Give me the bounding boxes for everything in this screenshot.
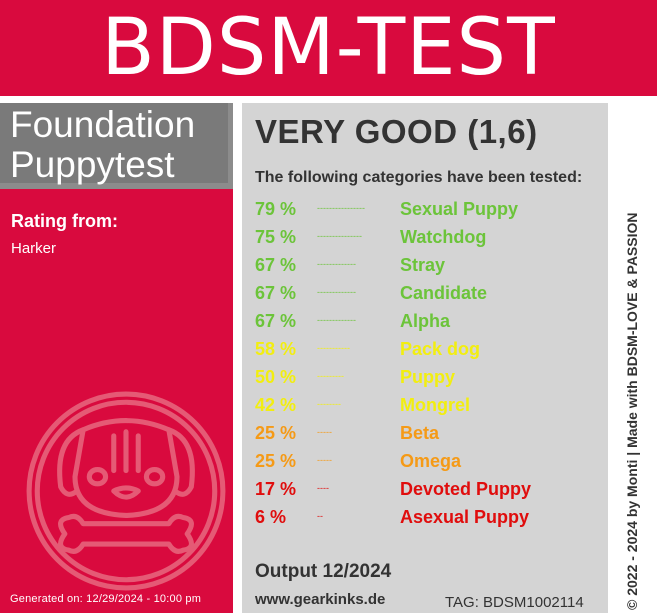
category-row: 67 % ------------- Alpha <box>255 311 605 339</box>
category-name: Sexual Puppy <box>400 199 519 219</box>
category-dots: ---- <box>317 483 329 493</box>
test-title-box: Foundation Puppytest <box>0 103 233 189</box>
category-row: 67 % ------------- Candidate <box>255 283 605 311</box>
category-dots: -- <box>317 511 323 521</box>
generated-date: Generated on: 12/29/2024 - 10:00 pm <box>10 593 202 605</box>
category-percent: 42 % <box>255 395 297 415</box>
category-percent: 17 % <box>255 479 297 499</box>
category-name: Candidate <box>400 283 488 303</box>
puppy-face-with-bone-icon <box>26 391 226 591</box>
category-dots: ------------- <box>317 287 356 297</box>
category-row: 25 % ----- Beta <box>255 423 605 451</box>
category-row: 75 % --------------- Watchdog <box>255 227 605 255</box>
category-name: Puppy <box>400 367 456 387</box>
category-name: Devoted Puppy <box>400 479 532 499</box>
site-title: BDSM-TEST <box>101 3 556 93</box>
header-banner: BDSM-TEST <box>0 0 657 96</box>
category-row: 42 % -------- Mongrel <box>255 395 605 423</box>
results-intro: The following categories have been teste… <box>255 169 583 186</box>
category-row: 79 % ---------------- Sexual Puppy <box>255 199 605 227</box>
category-row: 58 % ----------- Pack dog <box>255 339 605 367</box>
test-title: Foundation Puppytest <box>10 105 195 185</box>
category-name: Stray <box>400 255 446 275</box>
category-dots: ---------------- <box>317 203 365 213</box>
category-dots: ------------- <box>317 259 356 269</box>
output-date: Output 12/2024 <box>255 561 392 582</box>
category-dots: --------------- <box>317 231 362 241</box>
category-row: 25 % ----- Omega <box>255 451 605 479</box>
category-name: Alpha <box>400 311 451 331</box>
results-panel: VERY GOOD (1,6) The following categories… <box>242 103 608 613</box>
category-dots: ------------- <box>317 315 356 325</box>
category-percent: 25 % <box>255 423 297 443</box>
category-name: Omega <box>400 451 462 471</box>
category-percent: 25 % <box>255 451 297 471</box>
category-name: Pack dog <box>400 339 481 359</box>
category-dots: ----- <box>317 455 332 465</box>
category-row: 17 % ---- Devoted Puppy <box>255 479 605 507</box>
category-percent: 79 % <box>255 199 297 219</box>
result-tag: TAG: BDSM1002114 <box>445 594 584 611</box>
category-name: Asexual Puppy <box>400 507 530 527</box>
category-dots: --------- <box>317 371 344 381</box>
category-percent: 67 % <box>255 255 297 275</box>
category-name: Mongrel <box>400 395 470 415</box>
test-title-line1: Foundation <box>10 104 196 145</box>
category-row: 50 % --------- Puppy <box>255 367 605 395</box>
category-percent: 58 % <box>255 339 297 359</box>
copyright-credit: © 2022 - 2024 by Monti | Made with BDSM-… <box>624 212 640 611</box>
test-title-line2: Puppytest <box>10 144 175 185</box>
category-percent: 50 % <box>255 367 297 387</box>
category-dots: ----- <box>317 427 332 437</box>
left-panel: Foundation Puppytest Rating from: Harker… <box>0 103 233 613</box>
result-grade: VERY GOOD (1,6) <box>255 113 538 150</box>
category-percent: 67 % <box>255 283 297 303</box>
rater-name: Harker <box>11 240 57 257</box>
category-name: Watchdog <box>400 227 487 247</box>
category-percent: 6 % <box>255 507 287 527</box>
rating-label: Rating from: <box>11 211 118 231</box>
category-row: 67 % ------------- Stray <box>255 255 605 283</box>
category-row: 6 % -- Asexual Puppy <box>255 507 605 535</box>
category-dots: ----------- <box>317 343 350 353</box>
category-dots: -------- <box>317 399 341 409</box>
website-link[interactable]: www.gearkinks.de <box>255 591 386 608</box>
category-percent: 75 % <box>255 227 297 247</box>
category-name: Beta <box>400 423 440 443</box>
category-percent: 67 % <box>255 311 297 331</box>
test-title-inner: Foundation Puppytest <box>0 103 228 185</box>
